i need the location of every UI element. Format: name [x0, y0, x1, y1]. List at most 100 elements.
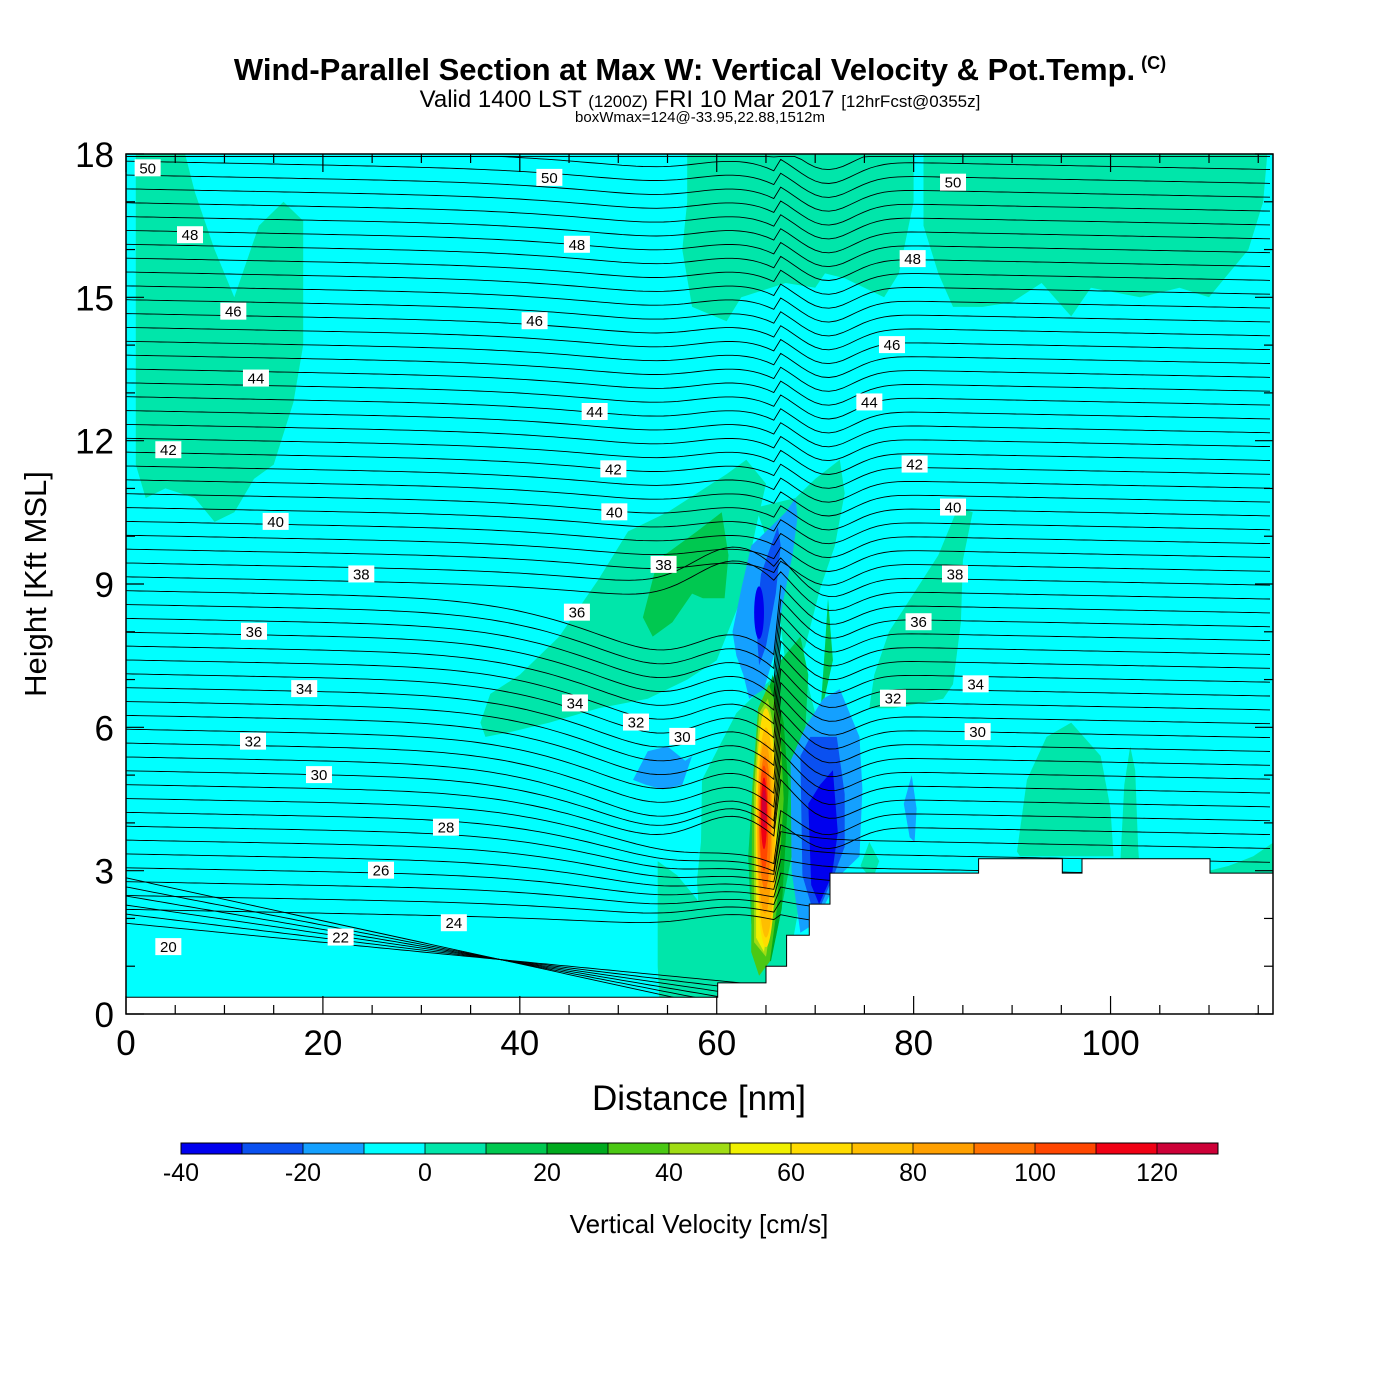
terrain-mask	[126, 858, 1273, 1014]
w-region-minus10-minus20	[903, 775, 917, 842]
theta-contour-line	[126, 750, 1271, 822]
theta-label: 36	[240, 622, 267, 641]
colorbar-tick-label: 20	[533, 1159, 561, 1187]
w-region-0-10	[135, 154, 304, 522]
theta-label: 30	[305, 766, 332, 784]
theta-contour-line	[126, 640, 1271, 711]
colorbar-swatch	[669, 1143, 731, 1154]
theta-label-box	[432, 818, 459, 836]
theta-label: 48	[176, 226, 203, 244]
theta-label-box	[905, 613, 932, 631]
x-tick-label: 40	[500, 1024, 539, 1063]
theta-contour-line	[126, 257, 1271, 295]
theta-label: 42	[155, 441, 182, 459]
theta-label: 42	[901, 455, 928, 474]
theta-label: 44	[581, 403, 608, 421]
theta-label-text: 22	[332, 930, 349, 947]
theta-label-box	[536, 168, 563, 186]
theta-label: 44	[242, 369, 269, 388]
theta-label-text: 32	[885, 691, 902, 708]
theta-contour-line	[126, 382, 1271, 420]
theta-label-text: 42	[605, 461, 622, 478]
theta-label: 46	[878, 336, 905, 354]
theta-label: 32	[879, 689, 906, 708]
theta-label: 30	[964, 723, 991, 741]
theta-label-text: 24	[446, 915, 463, 932]
theta-contour-line	[126, 479, 1271, 517]
colorbar-tick-label: 60	[777, 1159, 805, 1187]
theta-contour-line	[126, 695, 1271, 767]
theta-label: 26	[367, 861, 394, 880]
theta-label-text: 28	[438, 820, 455, 837]
theta-label-text: 38	[353, 566, 370, 583]
theta-label-box	[521, 312, 548, 330]
theta-contour-line	[126, 723, 1271, 794]
theta-contour-line	[126, 160, 1271, 198]
theta-label-box	[440, 914, 467, 932]
theta-contour-line	[126, 437, 1271, 475]
theta-label-box	[856, 393, 883, 411]
theta-label-text: 30	[969, 724, 986, 741]
theta-label-box	[327, 928, 354, 946]
colorbar-swatch	[547, 1143, 609, 1154]
theta-label-box	[940, 173, 967, 191]
theta-label: 20	[155, 938, 182, 956]
theta-contour-line	[126, 423, 1271, 462]
theta-label: 48	[899, 250, 926, 268]
w-region-0-10	[480, 459, 766, 737]
axis-ticks	[125, 153, 1273, 1015]
theta-label: 24	[440, 914, 467, 932]
colorbar-swatch	[608, 1143, 670, 1154]
colorbar-tick-label: -40	[163, 1159, 199, 1187]
theta-label-text: 34	[567, 695, 584, 712]
theta-contour-line	[126, 798, 1271, 865]
theta-label-text: 46	[526, 313, 543, 330]
theta-label-box	[176, 226, 203, 244]
y-tick-label: 12	[75, 423, 114, 462]
theta-label-text: 44	[861, 394, 878, 411]
y-tick-labels: 0 3 6 9 12 15 18	[75, 136, 114, 1035]
theta-contour-line	[126, 653, 1271, 725]
theta-label-box	[561, 694, 588, 712]
theta-label-text: 44	[248, 371, 265, 388]
y-tick-label: 3	[95, 853, 114, 892]
theta-label-box	[964, 723, 991, 741]
colorbar-frame	[180, 1142, 1219, 1155]
theta-label-box	[940, 498, 967, 516]
colorbar-tick-label: 40	[655, 1159, 683, 1187]
colorbar-swatch	[425, 1143, 487, 1154]
theta-contour-line	[126, 811, 1271, 872]
theta-label-box	[155, 938, 182, 956]
theta-contour-line	[126, 410, 1271, 448]
colorbar-tick-label: 80	[899, 1159, 927, 1187]
theta-label: 36	[905, 613, 932, 631]
theta-label-box	[563, 235, 590, 253]
theta-label-text: 40	[606, 504, 623, 521]
y-tick-label: 6	[95, 709, 114, 748]
title-text: Wind-Parallel Section at Max W: Vertical…	[233, 52, 1136, 87]
theta-label: 46	[220, 302, 247, 321]
theta-label-box	[878, 336, 905, 354]
theta-label-text: 48	[182, 227, 199, 244]
theta-label-box	[240, 732, 267, 750]
chart-subtitle: Valid 1400 LST (1200Z) FRI 10 Mar 2017 […	[0, 86, 1400, 114]
colorbar-tick-labels: -40 -20 0 20 40 60 80 100 120	[163, 1159, 1178, 1187]
theta-contour-line	[126, 548, 1271, 586]
theta-label-text: 40	[267, 514, 284, 531]
theta-contour-line	[126, 313, 1271, 351]
theta-label-text: 20	[160, 939, 177, 956]
y-tick-label: 18	[75, 136, 114, 175]
theta-label-box	[134, 159, 161, 177]
theta-label: 22	[327, 928, 354, 947]
w-region-10-20	[642, 512, 729, 637]
theta-label-text: 38	[655, 557, 672, 574]
theta-label-text: 46	[225, 304, 242, 321]
theta-contour-line	[126, 584, 1271, 656]
theta-label-box	[262, 512, 289, 530]
theta-label: 40	[262, 512, 289, 531]
theta-label-box	[291, 680, 318, 698]
theta-contour-line	[126, 216, 1271, 254]
theta-label-box	[601, 503, 628, 521]
theta-label-box	[367, 861, 394, 879]
